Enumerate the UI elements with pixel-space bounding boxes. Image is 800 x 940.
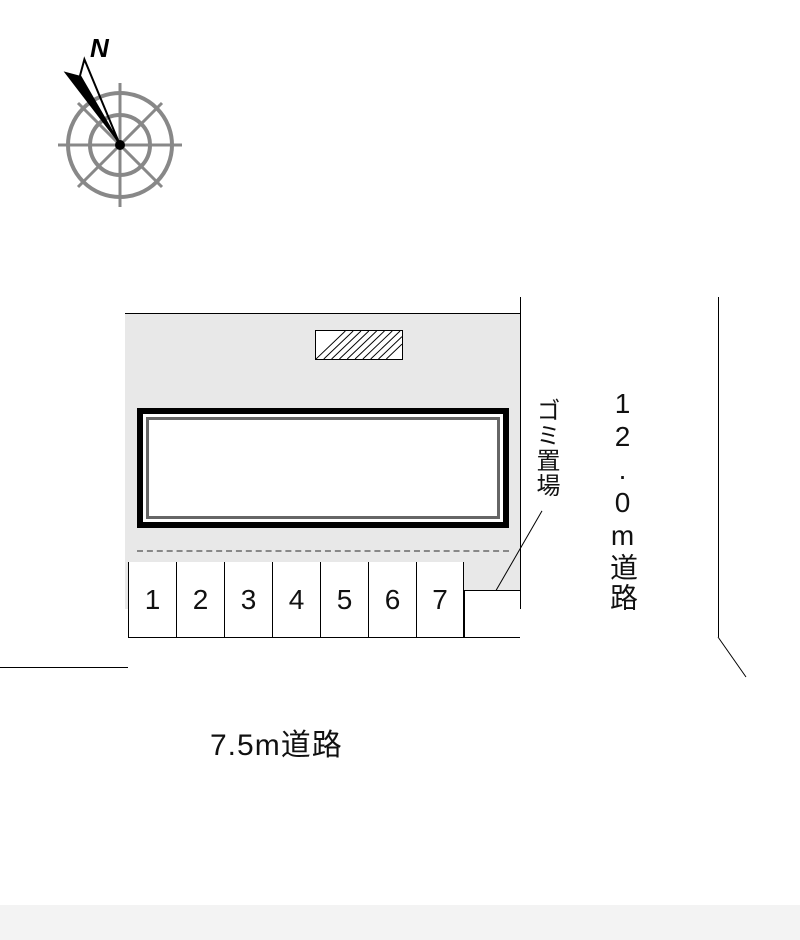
footer-strip [0,905,800,940]
site-plan-canvas: N 1234567 [0,0,800,940]
parking-slot: 5 [320,562,368,638]
parking-slot: 4 [272,562,320,638]
road-right-kink [718,637,758,687]
parking-row: 1234567 [128,562,464,638]
road-right-line [718,297,719,637]
road-right-label: 12.0m道路 [602,388,642,613]
parking-slot: 2 [176,562,224,638]
building-outline [137,408,509,528]
trash-area-box [464,590,520,638]
road-bottom-label: 7.5m道路 [210,720,343,764]
parking-slot: 1 [128,562,176,638]
trash-area-label: ゴミ置場 [528,398,563,498]
compass-rose: N [30,25,200,215]
parking-slot: 7 [416,562,464,638]
parking-slot: 3 [224,562,272,638]
building-inner-outline [146,417,500,519]
parking-slot: 6 [368,562,416,638]
stair-indicator [315,330,403,360]
dashed-boundary [137,550,509,552]
compass-n-letter: N [90,33,110,63]
site-tick [520,297,521,319]
road-bottom-line [0,667,128,668]
